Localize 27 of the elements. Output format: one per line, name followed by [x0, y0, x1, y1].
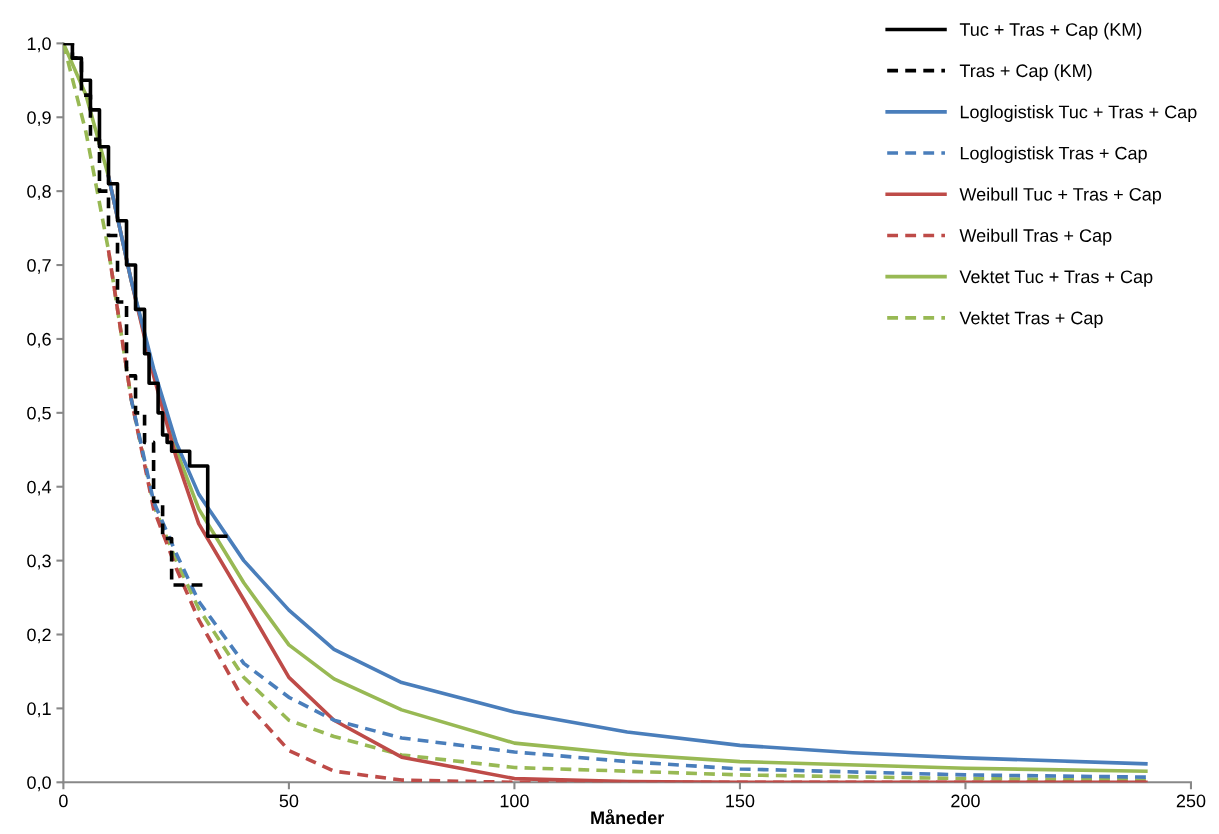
legend-label: Tuc + Tras + Cap (KM) — [959, 22, 1142, 40]
y-tick-label: 0,2 — [27, 628, 51, 644]
y-tick-label: 0,4 — [27, 480, 52, 496]
legend-label: Loglogistisk Tras + Cap — [960, 146, 1147, 164]
legend-label: Vektet Tuc + Tras + Cap — [959, 269, 1153, 287]
legend-label: Tras + Cap (KM) — [959, 63, 1092, 81]
legend-label: Loglogistisk Tuc + Tras + Cap — [960, 105, 1197, 122]
y-tick-label: 0,9 — [27, 111, 51, 127]
legend-label: Vektet Tras + Cap — [959, 311, 1103, 328]
legend-label: Weibull Tuc + Tras + Cap — [959, 187, 1162, 205]
y-tick-label: 0,3 — [27, 554, 51, 570]
y-tick-label: 1,0 — [27, 37, 51, 53]
y-tick-label: 0,7 — [27, 258, 51, 274]
x-tick-label: 250 — [1176, 794, 1206, 808]
y-tick-label: 0,0 — [27, 776, 51, 792]
x-tick-label: 50 — [279, 794, 299, 808]
x-axis-title: Måneder — [591, 809, 665, 825]
x-tick-label: 150 — [726, 794, 755, 808]
y-tick-label: 0,6 — [27, 332, 51, 348]
x-tick-label: 100 — [500, 794, 529, 808]
y-tick-label: 0,8 — [27, 185, 51, 201]
x-tick-label: 200 — [951, 794, 980, 808]
legend-label: Weibull Tras + Cap — [959, 228, 1112, 246]
line-series — [129, 396, 1148, 779]
x-tick-label: 0 — [59, 794, 68, 808]
y-tick-label: 0,1 — [27, 702, 51, 718]
y-tick-label: 0,5 — [27, 406, 51, 422]
